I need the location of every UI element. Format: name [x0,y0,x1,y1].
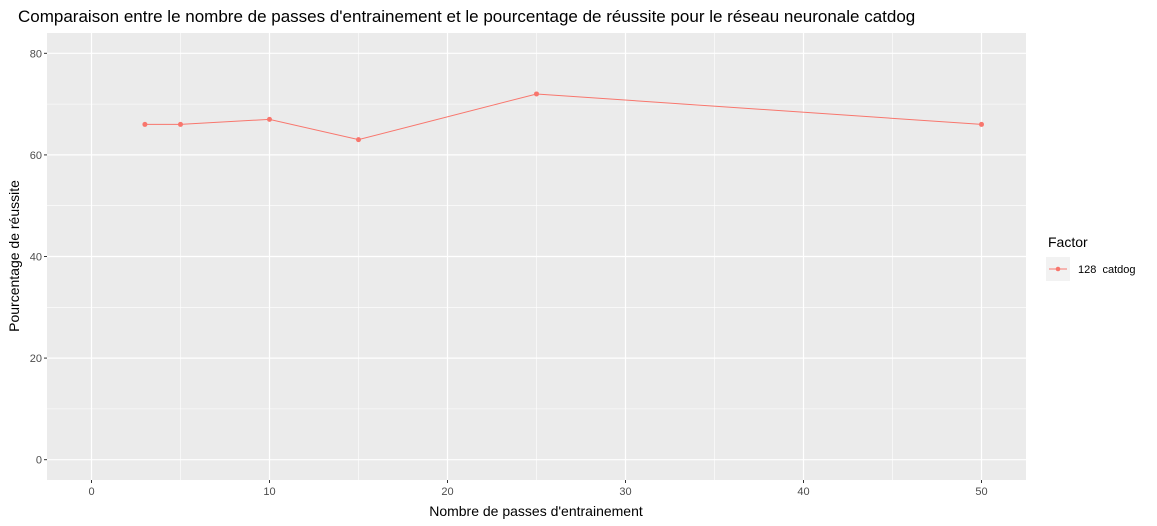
x-tick-label: 20 [441,486,453,498]
y-tick-label: 20 [30,353,42,365]
x-axis-label: Nombre de passes d'entrainement [429,503,643,519]
data-point [534,91,539,97]
y-tick-label: 0 [36,455,42,467]
series-line [144,93,982,141]
data-point [142,121,148,127]
series-layer [142,91,984,143]
y-tick-label: 60 [30,150,42,162]
data-point [178,121,183,127]
legend-title: Factor [1048,234,1088,250]
x-tick-label: 40 [797,486,809,498]
x-tick-label: 0 [88,486,94,498]
data-point [356,137,361,143]
y-axis-label: Pourcentage de réussite [6,180,22,332]
y-tick-label: 80 [30,48,42,60]
x-tick-label: 10 [263,486,275,498]
major-gridlines [47,33,1026,480]
x-tick-label: 30 [619,486,631,498]
legend-key-point [1055,266,1061,272]
data-point [267,116,272,122]
y-tick-label: 40 [30,252,42,264]
y-axis-ticks: 0 20 40 60 80 [30,48,47,467]
data-point [979,121,984,127]
legend: Factor 128 catdog [1046,234,1136,281]
x-axis-ticks: 0 10 20 30 40 50 [88,480,988,498]
legend-label: 128 catdog [1078,264,1136,276]
x-tick-label: 50 [975,486,987,498]
chart-title: Comparaison entre le nombre de passes d'… [18,7,915,26]
